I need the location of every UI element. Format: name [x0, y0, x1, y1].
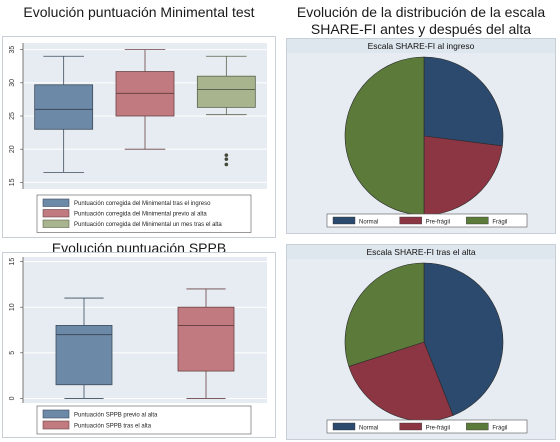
pie-slice	[344, 262, 425, 367]
pie-legend-label: Pre-frágil	[426, 426, 450, 432]
share-alta-pie: Escala SHARE-FI tras el alta Normal Pre-fr…	[287, 245, 555, 439]
outlier-point	[224, 153, 229, 157]
share-title-line-2: SHARE-FI antes y después del alta	[310, 21, 532, 37]
outlier-point	[224, 162, 229, 167]
y-tick-label: 35	[9, 46, 16, 54]
pie-legend-swatch	[466, 422, 489, 431]
legend-swatch	[42, 198, 70, 207]
pie-subtitle: Escala SHARE-FI al ingreso	[368, 41, 475, 51]
legend-label: Puntuación corregida del Minimental prev…	[74, 212, 207, 218]
y-tick-label: 25	[9, 112, 16, 120]
pie-legend-swatch	[399, 216, 422, 225]
share-chart-title: Evolución de la distribución de la escal…	[282, 4, 560, 38]
pie-legend-label: Normal	[359, 220, 378, 226]
pie-subtitle: Escala SHARE-FI tras el alta	[366, 247, 475, 257]
y-tick-label: 15	[9, 258, 16, 266]
legend-box	[36, 405, 252, 435]
legend-swatch	[42, 420, 70, 430]
legend-swatch	[42, 219, 70, 228]
pie-legend-swatch	[332, 216, 356, 225]
y-tick-label: 20	[9, 145, 16, 153]
pie-legend-label: Normal	[359, 426, 378, 432]
share-title-line-1: Evolución de la distribución de la escal…	[296, 4, 546, 20]
legend-label: Puntuación SPPB tras el alta	[74, 424, 152, 430]
share-ingreso-pie: Escala SHARE-FI al ingreso Normal Pre-frág…	[287, 39, 555, 233]
y-tick-label: 0	[9, 396, 16, 400]
legend-label: Puntuación SPPB previo al alta	[74, 413, 158, 419]
legend-label: Puntuación corregida del Minimental un m…	[74, 222, 222, 228]
share-ingreso-panel: Escala SHARE-FI al ingreso Normal Pre-frág…	[286, 38, 556, 234]
y-tick-label: 5	[9, 351, 16, 355]
pie-slice	[344, 56, 425, 216]
pie-legend-label: Pre-frágil	[426, 220, 450, 226]
pie-slice	[423, 56, 504, 147]
mmse-chart-panel: 15 20 25 30 35 Puntuación corregida del Minim…	[2, 36, 276, 238]
pie-legend-swatch	[399, 422, 422, 431]
pie-subtitle-bar	[287, 245, 555, 259]
box-iqr	[177, 306, 235, 372]
legend-box	[36, 194, 252, 233]
box-iqr	[34, 84, 94, 130]
pie-legend-swatch	[466, 216, 489, 225]
pie-slice	[423, 262, 504, 416]
y-tick-label: 10	[9, 303, 16, 311]
pie-legend-label: Frágil	[492, 426, 507, 432]
pie-legend-swatch	[332, 422, 356, 431]
legend-swatch	[42, 409, 70, 419]
box-iqr	[55, 325, 113, 386]
box-iqr	[196, 75, 256, 108]
y-tick-label: 15	[9, 178, 16, 186]
pie-legend-label: Frágil	[492, 220, 507, 226]
outlier-point	[224, 157, 229, 161]
pie-subtitle-bar	[287, 39, 555, 53]
legend-label: Puntuación corregida del Minimental tras…	[74, 201, 211, 207]
sppb-box-plot: 0 5 10 15 Puntuación SPPB previo al alta Punt…	[9, 257, 267, 435]
share-alta-panel: Escala SHARE-FI tras el alta Normal Pre-fr…	[286, 244, 556, 440]
pie-slice	[348, 341, 454, 422]
sppb-chart-panel: 0 5 10 15 Puntuación SPPB previo al alta Punt…	[2, 252, 276, 438]
legend-swatch	[42, 209, 70, 218]
mmse-box-plot: 15 20 25 30 35 Puntuación corregida del Minim…	[9, 43, 267, 233]
mmse-chart-title: Evolución puntuación Minimental test	[23, 4, 255, 20]
y-tick-label: 30	[9, 79, 16, 87]
